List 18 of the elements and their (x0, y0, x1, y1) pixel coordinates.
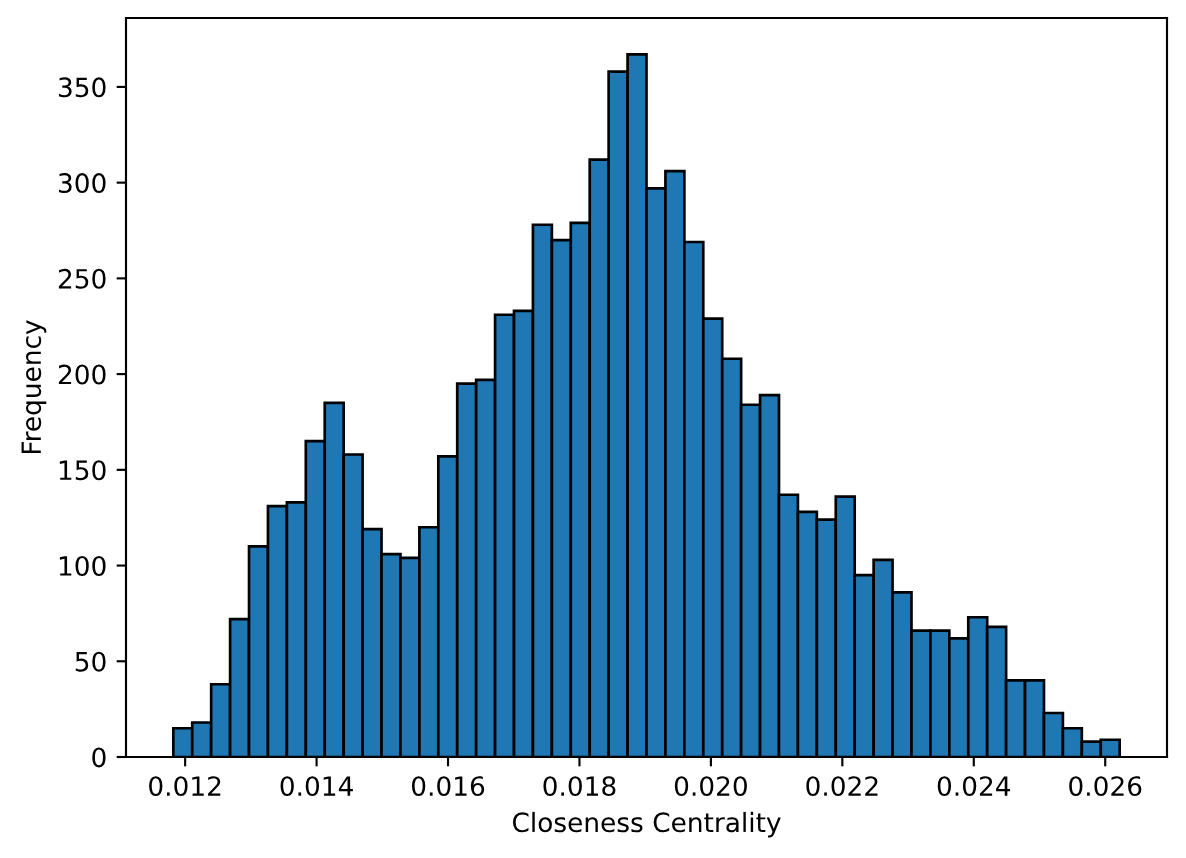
x-tick-label: 0.026 (1069, 776, 1142, 797)
y-tick-label: 200 (58, 364, 106, 385)
y-tick-label: 0 (92, 747, 106, 768)
y-tick-label: 250 (58, 268, 106, 289)
y-tick-label: 350 (58, 77, 106, 98)
y-axis-title: Frequency (21, 320, 47, 454)
y-tick-label: 300 (58, 173, 106, 194)
x-tick-label: 0.022 (806, 776, 878, 797)
x-tick-label: 0.016 (411, 776, 485, 797)
x-tick-label: 0.018 (543, 776, 616, 797)
x-axis-title: Closeness Centrality (512, 811, 781, 838)
y-tick-label: 50 (75, 651, 106, 672)
x-tick-label: 0.024 (937, 776, 1011, 797)
y-tick-label: 150 (59, 460, 106, 481)
y-tick-label: 100 (59, 555, 106, 576)
x-tick-label: 0.012 (149, 776, 221, 797)
x-tick-label: 0.014 (280, 776, 353, 797)
x-tick-label: 0.020 (674, 776, 747, 797)
